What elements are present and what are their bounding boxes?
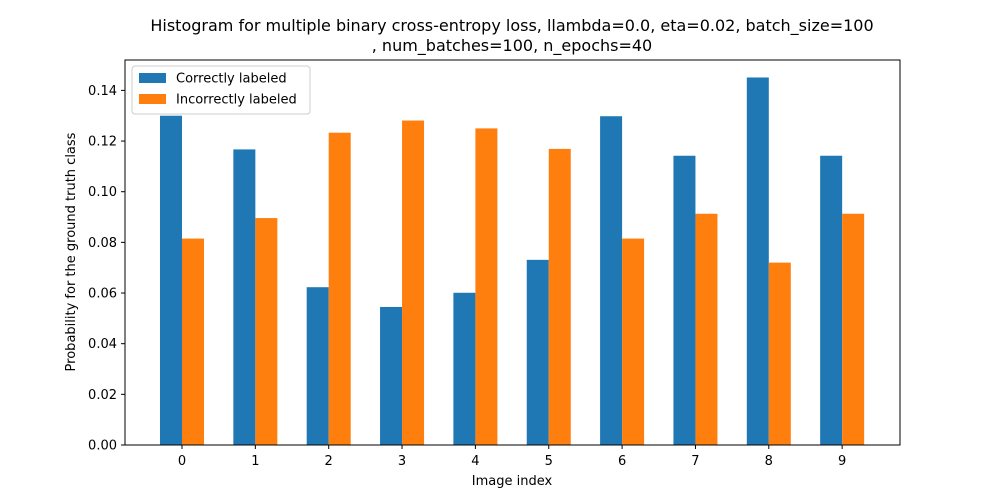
bar-correct-8 [746,77,769,445]
bar-incorrect-1 [255,218,278,445]
y-tick-label: 0.02 [88,388,117,403]
bar-correct-1 [233,149,256,445]
x-tick-label: 5 [545,454,553,469]
y-tick-label: 0.14 [88,84,117,99]
x-axis-label: Image index [472,474,553,489]
x-tick-label: 2 [325,454,333,469]
legend-swatch-correct [139,73,166,83]
bar-correct-4 [453,292,476,445]
bar-correct-7 [673,155,696,446]
x-tick-label: 8 [765,454,773,469]
y-tick-label: 0.12 [88,135,117,150]
chart-title-line2: , num_batches=100, n_epochs=40 [372,36,652,56]
bar-correct-9 [820,155,843,446]
x-tick-label: 3 [398,454,406,469]
legend-label-incorrect: Incorrectly labeled [176,93,297,108]
bar-incorrect-7 [695,213,718,445]
y-tick-label: 0.08 [88,236,117,251]
x-tick-label: 7 [691,454,699,469]
x-tick-label: 4 [471,454,479,469]
y-axis-label: Probability for the ground truth class [64,132,79,371]
bar-correct-2 [306,287,329,445]
bar-incorrect-0 [182,238,204,445]
x-tick-label: 9 [838,454,846,469]
y-tick-label: 0.06 [88,287,117,302]
bar-incorrect-4 [475,128,498,445]
bar-correct-6 [600,116,623,446]
bar-correct-3 [380,306,403,445]
y-tick-label: 0.04 [88,337,117,352]
bar-correct-5 [526,259,549,445]
bar-incorrect-5 [548,148,571,445]
bar-correct-0 [160,115,182,445]
bar-incorrect-8 [768,262,791,445]
x-tick-label: 6 [618,454,626,469]
legend-swatch-incorrect [139,94,166,104]
x-tick-label: 0 [178,454,186,469]
y-tick-label: 0.10 [88,185,117,200]
legend: Correctly labeled Incorrectly labeled [131,65,311,115]
legend-label-correct: Correctly labeled [176,72,287,87]
bar-incorrect-3 [402,120,425,445]
axes-frame [124,59,901,446]
plot-area: 0 1 2 3 4 5 6 7 8 9 0.00 0.02 0.04 0.06 0.08 0.10 0.12 0.… [88,77,865,469]
bar-incorrect-2 [328,132,351,445]
chart-title-line1: Histogram for multiple binary cross-entr… [150,16,873,36]
legend-box [131,65,311,115]
y-tick-label: 0.00 [88,439,117,454]
x-tick-label: 1 [251,454,259,469]
bar-incorrect-9 [842,213,865,445]
bar-incorrect-6 [622,238,645,445]
